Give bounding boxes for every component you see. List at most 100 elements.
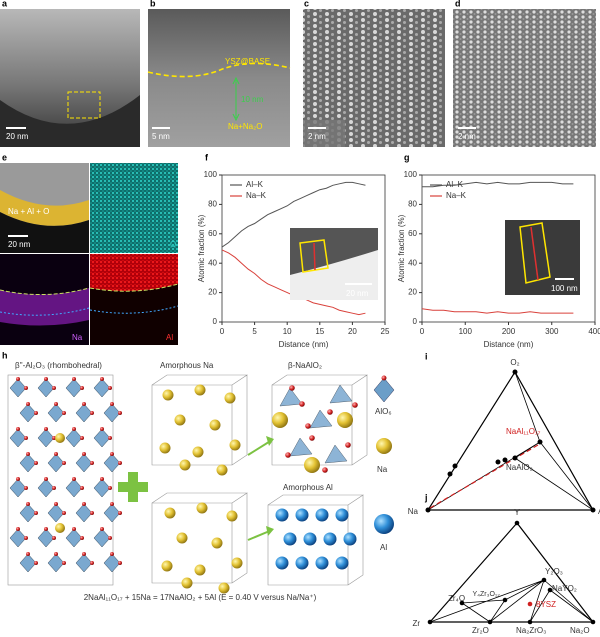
octahedron <box>75 453 93 473</box>
inset-image <box>505 220 580 295</box>
vertex-label: Zr <box>412 619 420 628</box>
oxygen <box>100 377 104 381</box>
scale-label: 2 nm <box>458 132 476 141</box>
inset-box <box>299 239 329 273</box>
octahedron <box>93 528 111 548</box>
sodium <box>272 412 288 428</box>
phase-point <box>537 439 543 445</box>
oxygen <box>44 377 48 381</box>
oxygen <box>305 423 311 429</box>
y-tick-label: 0 <box>413 317 418 326</box>
phase-point <box>452 463 458 469</box>
structure-title: Amorphous Na <box>160 361 214 370</box>
octahedron <box>47 453 65 473</box>
oxygen <box>289 385 295 391</box>
vertex-label: Na <box>408 507 419 516</box>
octahedron <box>93 428 111 448</box>
octahedron <box>75 403 93 423</box>
oxygen <box>90 461 94 465</box>
phase-point <box>502 457 508 463</box>
scale-label: 20 nm <box>8 240 31 249</box>
series-line <box>422 181 574 188</box>
oxygen <box>80 536 84 540</box>
phase-point <box>502 597 508 603</box>
phase-label: NaYO₂ <box>552 584 577 593</box>
oxygen <box>26 552 30 556</box>
inset-line <box>313 242 316 271</box>
map-label: O <box>170 240 176 249</box>
octahedron <box>19 553 37 573</box>
phase-point <box>495 459 501 465</box>
oxygen <box>34 461 38 465</box>
x-tick-label: 25 <box>381 327 390 336</box>
oxygen <box>16 377 20 381</box>
sodium <box>229 439 241 451</box>
sodium <box>176 532 188 544</box>
legend-label: Al <box>380 543 387 552</box>
oxygen <box>82 452 86 456</box>
oxygen <box>44 527 48 531</box>
scale-label: 5 nm <box>152 132 170 141</box>
octahedron <box>47 503 65 523</box>
phase-label: NaAlO₂ <box>506 463 533 472</box>
octahedron <box>9 428 27 448</box>
octahedron <box>37 528 55 548</box>
octahedron <box>37 478 55 498</box>
panel-label: b <box>150 0 156 8</box>
sodium <box>224 392 236 404</box>
sodium <box>55 433 65 443</box>
octahedron <box>65 478 83 498</box>
phase-points <box>427 520 596 625</box>
panel-label: i <box>425 351 428 361</box>
x-axis-label: Distance (nm) <box>279 340 329 349</box>
panel-label: e <box>2 152 7 162</box>
vertex <box>512 369 518 375</box>
oxygen <box>26 402 30 406</box>
legend-na <box>376 438 392 454</box>
octahedron <box>103 553 121 573</box>
oxygen <box>24 486 28 490</box>
oxygen <box>54 552 58 556</box>
arrow-heads <box>232 76 240 122</box>
panel-label: a <box>2 0 8 8</box>
interface-line <box>147 62 291 78</box>
scale-label: 2 nm <box>308 132 326 141</box>
oxygen <box>54 452 58 456</box>
sodium <box>179 459 191 471</box>
arrow <box>247 439 273 541</box>
8ysz-point <box>527 601 533 607</box>
oxygen <box>82 402 86 406</box>
al-signal <box>90 254 178 292</box>
label-bg <box>303 120 345 147</box>
oxygen <box>26 452 30 456</box>
vertex <box>427 619 433 625</box>
reaction-path <box>429 444 539 509</box>
legend-label: Al–K <box>446 180 464 189</box>
structure-title: Amorphous Al <box>283 483 333 492</box>
phase-label: Na₂ZrO₃ <box>516 626 546 635</box>
legend-label: AlO₆ <box>375 407 392 416</box>
scale-label: 20 nm <box>6 132 29 141</box>
sodium <box>174 414 186 426</box>
oxygen <box>100 477 104 481</box>
y-axis-label: Atomic fraction (%) <box>197 214 206 282</box>
oxygen <box>90 561 94 565</box>
oxygen <box>16 527 20 531</box>
oxygen <box>34 411 38 415</box>
phase-label: Zr₄O <box>448 594 465 603</box>
sodium <box>192 446 204 458</box>
octahedron <box>19 503 37 523</box>
sodium <box>231 557 243 569</box>
plot-frame <box>221 174 386 323</box>
cell-box <box>151 492 248 584</box>
oxygen <box>108 486 112 490</box>
vertex-label: Na₂O <box>570 626 590 635</box>
phase-label: 8YSZ <box>536 600 556 609</box>
oxygen <box>327 409 333 415</box>
phase-points <box>425 369 596 513</box>
sodium <box>161 560 173 572</box>
aluminium <box>295 508 309 522</box>
octahedron <box>103 453 121 473</box>
oxygen <box>80 436 84 440</box>
sodium <box>216 464 228 476</box>
